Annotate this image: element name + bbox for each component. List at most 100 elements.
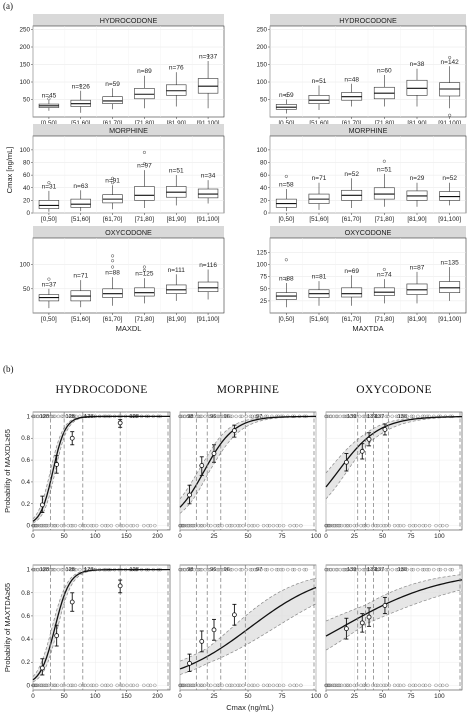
observation-point	[288, 683, 292, 688]
y-tick-label: 0	[26, 523, 30, 530]
quartile-count: 128	[65, 567, 74, 573]
observed-proportion-point	[366, 614, 372, 620]
x-tick-label: [81,90]	[167, 120, 187, 127]
outlier-point	[206, 54, 210, 58]
facet-strip	[270, 14, 466, 26]
ci-upper-line	[179, 577, 317, 662]
observation-point	[208, 414, 212, 419]
observation-point	[250, 414, 254, 419]
x-tick-label: 200	[152, 693, 163, 700]
logistic-curve	[325, 415, 463, 488]
y-tick-label: 50	[260, 97, 268, 104]
outlier-point	[142, 268, 146, 272]
observation-point	[279, 567, 283, 572]
observation-point	[396, 683, 400, 688]
observation-point	[109, 523, 113, 528]
observation-point	[220, 414, 225, 419]
observation-point	[299, 683, 303, 688]
observation-point	[38, 567, 43, 572]
observation-point	[106, 683, 110, 688]
confidence-band	[326, 574, 462, 651]
observation-point	[238, 567, 242, 572]
quartile-count: 137	[375, 567, 384, 573]
observation-point	[42, 414, 47, 419]
observation-point	[327, 523, 332, 528]
observation-point	[244, 414, 248, 419]
observation-point	[366, 414, 371, 419]
observation-point	[181, 523, 186, 528]
observation-point	[203, 414, 207, 419]
observation-point	[121, 523, 125, 528]
observation-point	[371, 523, 375, 528]
observation-point	[200, 683, 204, 688]
observation-point	[213, 523, 217, 528]
facet-strip	[33, 14, 224, 26]
observation-point	[193, 523, 198, 528]
observation-point	[199, 523, 203, 528]
facet-title: MORPHINE	[349, 126, 388, 135]
x-tick-label: [61,70]	[342, 120, 362, 127]
observation-point	[51, 414, 56, 419]
quartile-count: 138	[398, 414, 407, 420]
observation-point	[148, 523, 153, 528]
observation-point	[396, 523, 400, 528]
observation-point	[208, 567, 212, 572]
x-tick-label: 25	[210, 533, 218, 540]
observation-point	[346, 567, 350, 572]
observation-point	[332, 523, 336, 528]
observation-point	[146, 523, 150, 528]
count-label: n=51	[377, 166, 392, 173]
x-tick-label: [81,90]	[407, 316, 427, 323]
y-tick-label: 150	[256, 62, 267, 69]
observation-point	[370, 567, 375, 572]
y-tick-label: 200	[256, 44, 267, 51]
outlier-point	[382, 267, 386, 272]
box	[341, 287, 363, 298]
observation-point	[343, 523, 347, 528]
count-label: n=76	[169, 65, 184, 72]
x-tick-label: [91,100]	[438, 316, 461, 323]
observation-point	[407, 683, 412, 688]
logistic-curve	[179, 586, 317, 670]
ci-upper-line	[325, 416, 463, 474]
observation-point	[65, 414, 69, 419]
count-label: n=126	[72, 83, 91, 90]
y-tick-label: 60	[260, 172, 268, 179]
observation-point	[69, 683, 73, 688]
outlier-point	[142, 162, 146, 166]
observation-point	[357, 414, 362, 419]
outlier-point	[111, 254, 115, 258]
x-tick-label: [71,80]	[135, 120, 155, 127]
outlier-point	[142, 265, 146, 269]
ci-upper-line	[325, 574, 463, 622]
observation-point	[52, 683, 56, 688]
y-tick-label: 20	[260, 197, 268, 204]
observation-point	[191, 683, 196, 688]
facet-strip	[270, 226, 466, 238]
observation-point	[400, 414, 405, 419]
observation-point	[254, 567, 259, 572]
observation-point	[61, 567, 65, 572]
observation-point	[436, 567, 441, 572]
observation-point	[59, 683, 64, 688]
observation-point	[427, 683, 432, 688]
quartile-count: 97	[256, 567, 262, 573]
observation-point	[274, 567, 279, 572]
observation-point	[324, 567, 329, 572]
observed-proportion-point	[199, 463, 205, 468]
x-tick-label: [0,50]	[41, 216, 57, 223]
observation-point	[217, 567, 221, 572]
observation-point	[129, 683, 133, 688]
y-tick-label: 50	[23, 97, 31, 104]
observation-point	[131, 523, 136, 528]
observation-point	[277, 683, 282, 688]
x-tick-label: [51,60]	[309, 216, 329, 223]
y-tick-label: 100	[256, 147, 267, 154]
observation-point	[365, 567, 369, 572]
observation-point	[199, 683, 203, 688]
observation-point	[36, 567, 40, 572]
observation-point	[38, 414, 43, 419]
x-tick-label: [91,100]	[197, 316, 220, 323]
observation-point	[256, 523, 260, 528]
y-tick-label: 100	[256, 79, 267, 86]
